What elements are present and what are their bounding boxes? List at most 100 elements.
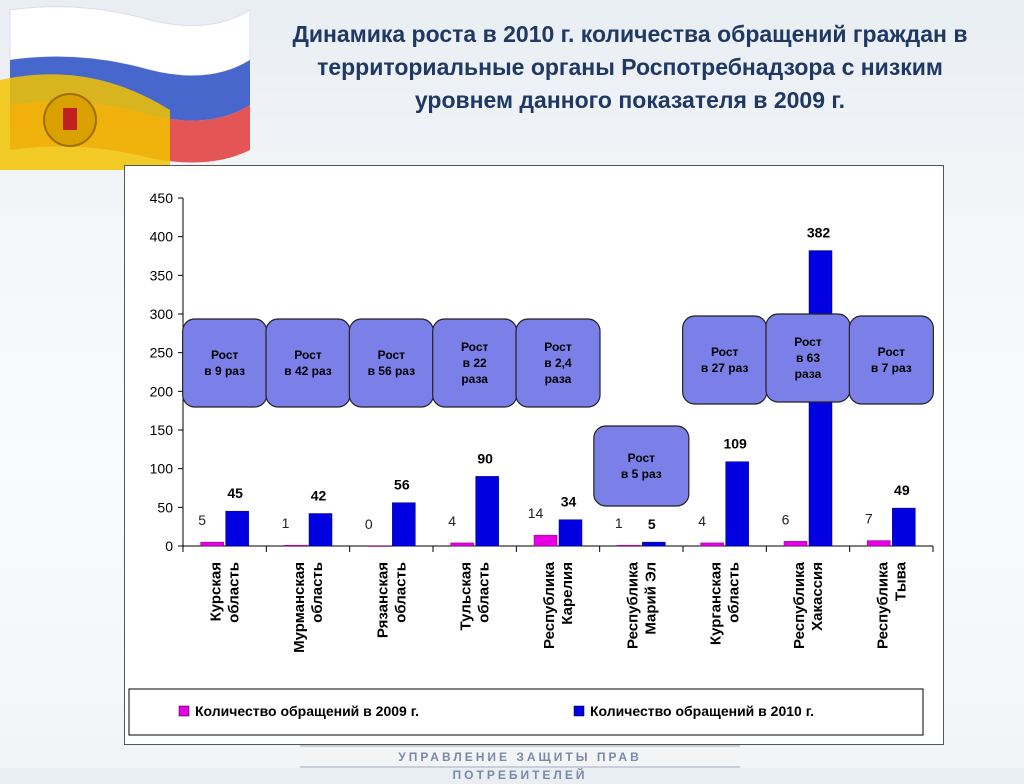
growth-callout-box	[593, 425, 690, 507]
x-category-label-line: Марий Эл	[642, 562, 659, 635]
growth-callout-box	[848, 315, 934, 405]
x-category-label-line: область	[726, 562, 743, 623]
data-label-2010: 56	[394, 477, 410, 493]
growth-callout-box	[348, 318, 434, 408]
growth-callout-text: Рост	[878, 345, 906, 359]
y-tick-label: 0	[165, 538, 173, 554]
bar-2010	[475, 476, 499, 547]
bar-2010	[308, 513, 333, 547]
legend-label-2009: Количество обращений в 2009 г.	[195, 703, 419, 719]
bar-2009	[867, 540, 891, 547]
data-label-2009: 14	[528, 505, 544, 521]
legend-label-2010: Количество обращений в 2010 г.	[590, 703, 814, 719]
data-label-2010: 34	[561, 494, 577, 510]
growth-callout-text: в 22	[463, 356, 487, 370]
x-category-label-line: Республика	[541, 561, 558, 649]
bar-chart: 050100150200250300350400450545Курскаяобл…	[128, 190, 934, 736]
x-category-label-line: Хакассия	[809, 562, 826, 631]
growth-callout-box	[265, 318, 351, 408]
y-tick-label: 50	[157, 499, 173, 515]
growth-callout-text: в 7 раз	[871, 361, 912, 375]
legend-swatch-2010	[573, 705, 585, 717]
growth-callout-text: раза	[461, 372, 488, 386]
growth-callout-box	[515, 318, 601, 408]
data-label-2009: 7	[865, 511, 873, 527]
y-tick-label: 350	[150, 267, 174, 283]
growth-callout-text: Рост	[378, 348, 406, 362]
bar-2009	[200, 541, 224, 547]
data-label-2009: 4	[448, 513, 456, 529]
x-category-label-line: область	[309, 562, 326, 623]
x-category-label: Тульскаяобласть	[458, 562, 493, 630]
x-category-label: РеспубликаХакассия	[791, 561, 826, 649]
x-category-label-line: Тульская	[458, 562, 475, 630]
y-tick-label: 300	[150, 306, 174, 322]
data-label-2010: 5	[648, 516, 656, 532]
data-label-2009: 4	[698, 513, 706, 529]
legend-box	[128, 688, 924, 736]
data-label-2010: 45	[227, 485, 243, 501]
growth-callout-text: Рост	[211, 348, 239, 362]
growth-callout-text: в 27 раз	[701, 361, 749, 375]
x-category-label: РеспубликаКарелия	[541, 561, 576, 649]
growth-callout-text: Рост	[544, 340, 572, 354]
growth-callout-box	[182, 318, 268, 408]
bar-2009	[450, 542, 474, 547]
data-label-2009: 0	[365, 516, 373, 532]
y-tick-label: 450	[150, 190, 174, 206]
growth-callout-text: Рост	[294, 348, 322, 362]
growth-callout-text: Рост	[628, 451, 656, 465]
footer-text: УПРАВЛЕНИЕ ЗАЩИТЫ ПРАВ ПОТРЕБИТЕЛЕЙ	[398, 750, 642, 782]
x-category-label: Курганскаяобласть	[708, 562, 743, 645]
x-category-label-line: область	[226, 562, 243, 623]
x-category-label: Мурманскаяобласть	[291, 562, 326, 653]
x-category-label-line: Рязанская	[374, 562, 391, 638]
x-category-label-line: Тыва	[892, 561, 909, 601]
data-label-2009: 5	[198, 512, 206, 528]
growth-callout-text: Рост	[794, 335, 822, 349]
data-label-2010: 90	[477, 450, 493, 466]
bar-2009	[617, 544, 641, 547]
russian-flag-emblem	[0, 6, 251, 170]
bar-2009	[783, 541, 808, 547]
bar-2010	[558, 519, 583, 547]
growth-callout-box	[682, 315, 768, 405]
x-category-label: Курскаяобласть	[208, 562, 243, 623]
growth-callout-text: в 5 раз	[621, 467, 662, 481]
y-tick-label: 150	[150, 422, 174, 438]
bar-2009	[367, 545, 391, 547]
x-category-label-line: Карелия	[559, 562, 576, 625]
data-label-2009: 1	[282, 515, 290, 531]
x-category-label-line: Мурманская	[291, 562, 308, 653]
bar-2010	[892, 507, 916, 547]
x-category-label: РеспубликаМарий Эл	[624, 561, 659, 649]
growth-callout-text: в 63	[796, 351, 820, 365]
y-tick-label: 100	[150, 461, 174, 477]
footer-divider-bottom	[300, 766, 740, 768]
data-label-2010: 109	[723, 436, 747, 452]
bar-2009	[283, 544, 308, 547]
bar-2010	[225, 510, 249, 547]
y-tick-label: 400	[150, 229, 174, 245]
growth-callout-text: в 2,4	[544, 356, 572, 370]
bar-2009	[700, 542, 724, 547]
x-category-label: РеспубликаТыва	[874, 561, 909, 649]
x-category-label-line: область	[392, 562, 409, 623]
y-tick-label: 250	[150, 345, 174, 361]
data-label-2010: 42	[311, 488, 327, 504]
growth-callout-text: раза	[795, 367, 822, 381]
growth-callout-text: в 56 раз	[368, 364, 416, 378]
growth-callout-text: Рост	[711, 345, 739, 359]
data-label-2009: 6	[782, 511, 790, 527]
data-label-2009: 1	[615, 515, 623, 531]
data-label-2010: 382	[807, 225, 831, 241]
x-category-label-line: Республика	[874, 561, 891, 649]
x-category-label-line: Республика	[624, 561, 641, 649]
x-category-label-line: Республика	[791, 561, 808, 649]
legend-swatch-2009	[178, 705, 190, 717]
bar-2009	[533, 534, 558, 547]
x-category-label-line: область	[476, 562, 493, 623]
bar-2010	[725, 461, 749, 547]
bar-2010	[392, 502, 416, 547]
x-category-label-line: Курганская	[708, 562, 725, 645]
